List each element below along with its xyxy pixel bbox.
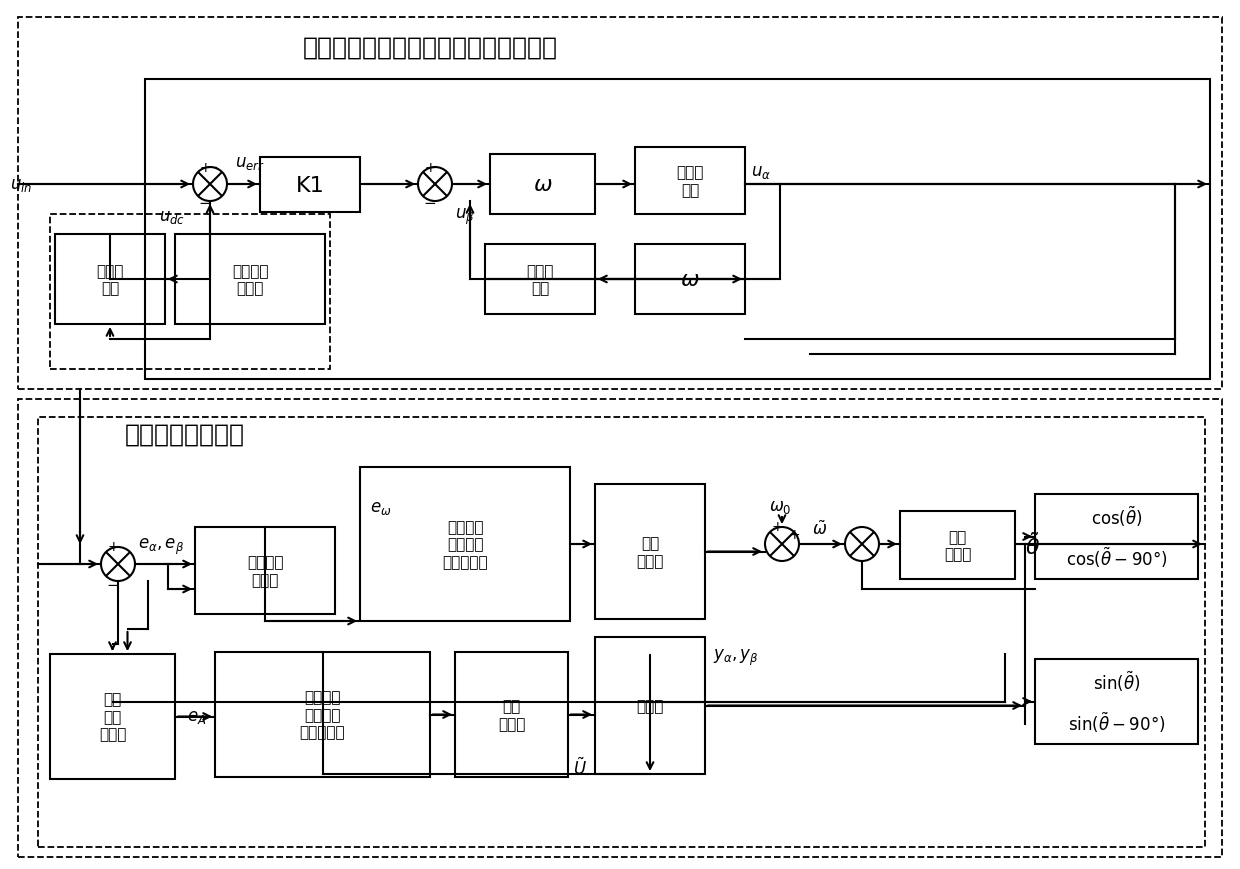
- Text: $u_{\beta}$: $u_{\beta}$: [455, 207, 475, 227]
- Text: +: +: [789, 527, 800, 541]
- Text: 第一点乘
运算器: 第一点乘 运算器: [247, 554, 283, 587]
- Bar: [175, 235, 325, 325]
- Text: $u_{err}$: $u_{err}$: [236, 154, 265, 172]
- Text: 第四
积分器: 第四 积分器: [944, 529, 971, 561]
- Text: 第一积
分器: 第一积 分器: [97, 263, 124, 295]
- Bar: [485, 245, 595, 315]
- Text: $-$: $-$: [198, 195, 212, 209]
- Bar: [490, 155, 595, 215]
- Bar: [50, 654, 175, 779]
- Bar: [260, 158, 360, 213]
- Text: $-$: $-$: [423, 195, 436, 209]
- Bar: [195, 527, 335, 614]
- Bar: [900, 512, 1016, 580]
- Text: $-$: $-$: [107, 574, 119, 590]
- Bar: [1035, 660, 1198, 744]
- Bar: [635, 245, 745, 315]
- Text: 第二级联
延时信号
消除滤波器: 第二级联 延时信号 消除滤波器: [300, 690, 345, 740]
- Text: $-$: $-$: [206, 157, 218, 172]
- Bar: [455, 653, 568, 777]
- Bar: [1035, 494, 1198, 580]
- Text: $u_{dc}$: $u_{dc}$: [159, 208, 185, 226]
- Text: $e_{\alpha}, e_{\beta}$: $e_{\alpha}, e_{\beta}$: [138, 536, 185, 556]
- Text: $\sin(\tilde{\theta})$: $\sin(\tilde{\theta})$: [1092, 669, 1141, 693]
- Text: $\tilde{\omega}$: $\tilde{\omega}$: [812, 521, 827, 539]
- Text: $\omega$: $\omega$: [533, 175, 552, 195]
- Text: $\tilde{\theta}$: $\tilde{\theta}$: [1025, 533, 1040, 559]
- Text: $e_{\omega}$: $e_{\omega}$: [370, 499, 392, 516]
- Text: $u_{\alpha}$: $u_{\alpha}$: [751, 163, 771, 181]
- Text: 第五
积分器: 第五 积分器: [497, 699, 526, 731]
- Text: +: +: [424, 161, 435, 175]
- Bar: [635, 148, 745, 215]
- Text: $\sin(\tilde{\theta}-90°)$: $\sin(\tilde{\theta}-90°)$: [1068, 710, 1166, 734]
- Text: 具有直流偏移估计器的二阶广义积分器: 具有直流偏移估计器的二阶广义积分器: [303, 36, 558, 60]
- Bar: [19, 400, 1221, 857]
- Bar: [215, 653, 430, 777]
- Text: 直流偏移
估计器: 直流偏移 估计器: [232, 263, 268, 295]
- Text: 两相增强型锁相环: 两相增强型锁相环: [125, 422, 246, 447]
- Bar: [360, 468, 570, 621]
- Text: $e_A$: $e_A$: [187, 707, 206, 726]
- Bar: [55, 235, 165, 325]
- Bar: [38, 417, 1205, 847]
- Bar: [50, 215, 330, 369]
- Text: 比例
积分器: 比例 积分器: [636, 535, 663, 568]
- Text: $y_{\alpha}, y_{\beta}$: $y_{\alpha}, y_{\beta}$: [713, 647, 759, 667]
- Text: +: +: [771, 520, 782, 534]
- Text: 乘法器: 乘法器: [636, 698, 663, 713]
- Bar: [595, 484, 706, 620]
- Text: $u_{in}$: $u_{in}$: [10, 176, 32, 194]
- Text: $\cos(\tilde{\theta}-90°)$: $\cos(\tilde{\theta}-90°)$: [1065, 545, 1167, 569]
- Bar: [145, 80, 1210, 380]
- Bar: [595, 637, 706, 774]
- Text: +: +: [107, 540, 119, 554]
- Bar: [19, 18, 1221, 389]
- Text: $\omega$: $\omega$: [681, 269, 699, 289]
- Text: $\tilde{U}$: $\tilde{U}$: [573, 757, 587, 778]
- Text: $\cos(\tilde{\theta})$: $\cos(\tilde{\theta})$: [1091, 504, 1142, 528]
- Text: 第二
点乘
运算器: 第二 点乘 运算器: [99, 692, 126, 741]
- Text: 第二积
分器: 第二积 分器: [676, 165, 703, 197]
- Text: K1: K1: [295, 176, 325, 196]
- Text: $\omega_0$: $\omega_0$: [769, 497, 791, 515]
- Text: 第一级联
延时信号
消除滤波器: 第一级联 延时信号 消除滤波器: [443, 520, 487, 569]
- Text: +: +: [200, 161, 211, 175]
- Text: 第三积
分器: 第三积 分器: [526, 263, 554, 295]
